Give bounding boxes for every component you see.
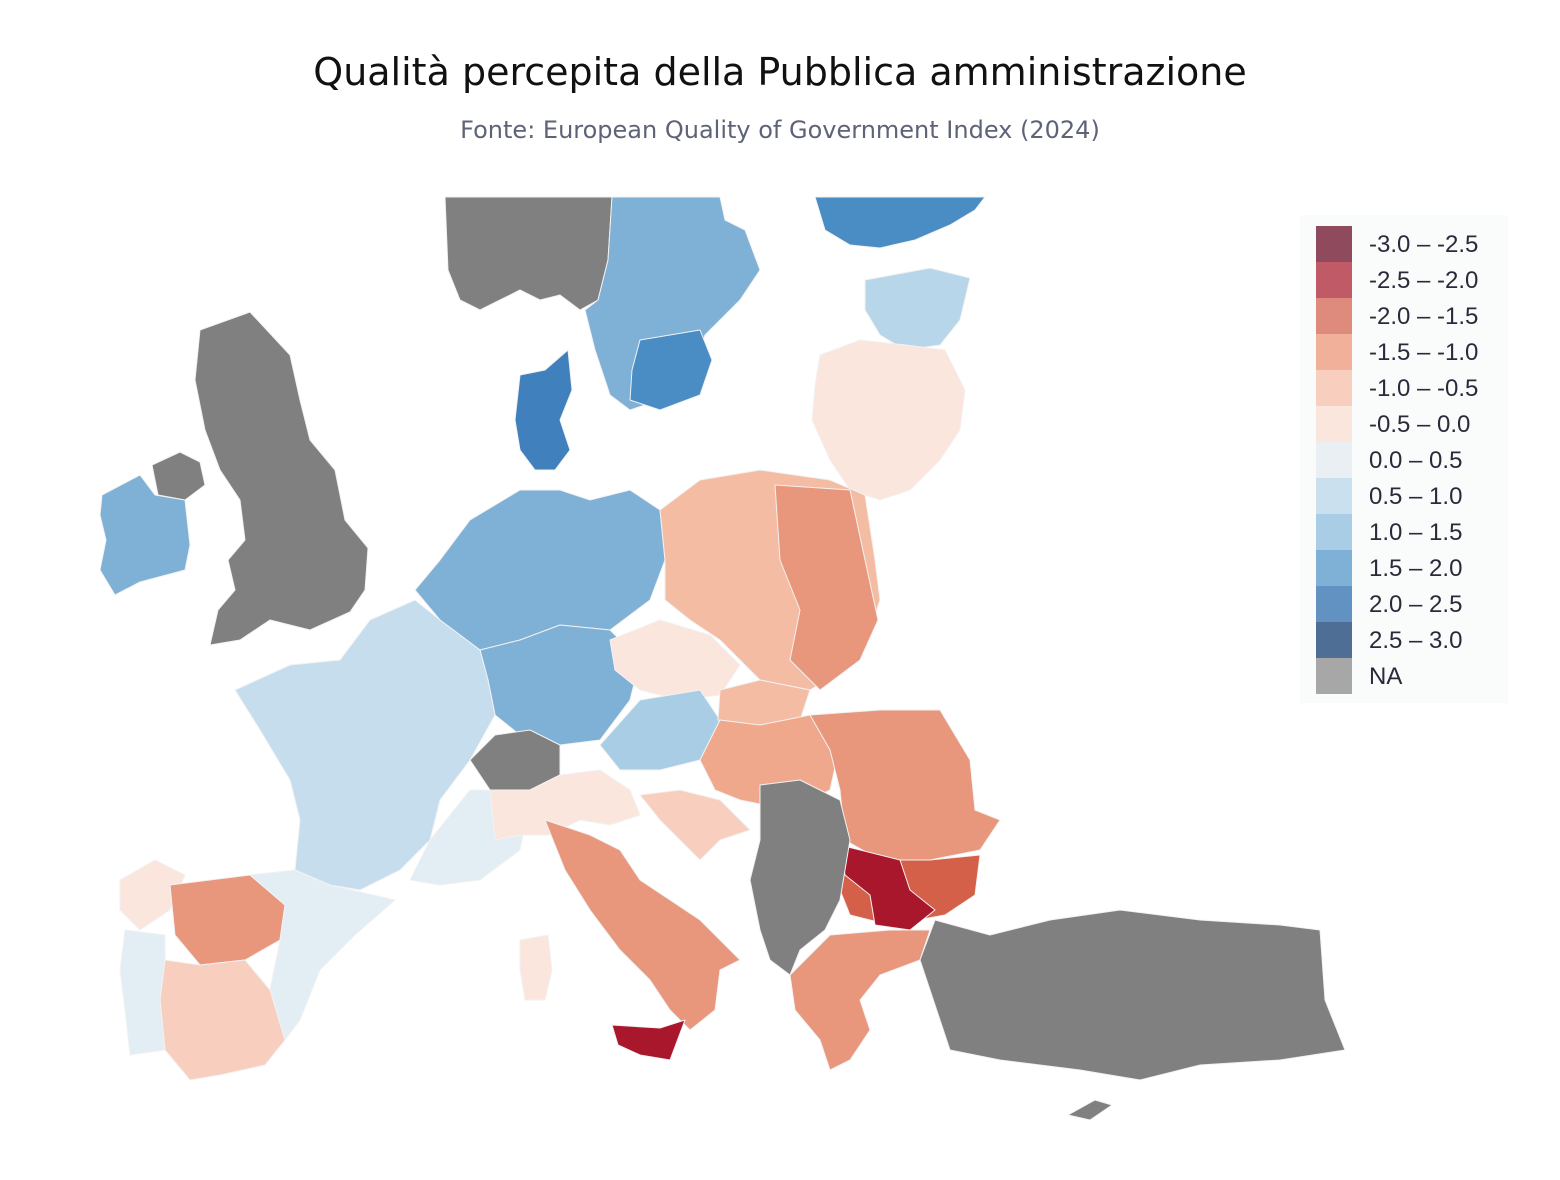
legend-swatch — [1316, 586, 1352, 622]
legend-swatch — [1316, 370, 1352, 406]
legend-label: 2.0 – 2.5 — [1369, 591, 1463, 618]
region-denmark[interactable] — [514, 349, 573, 471]
region-russia-west[interactable] — [811, 339, 966, 501]
legend-item: -2.0 – -1.5 — [1316, 298, 1506, 334]
legend-swatch — [1316, 622, 1352, 658]
region-croatia[interactable] — [639, 789, 751, 861]
region-spain-south[interactable] — [159, 959, 286, 1081]
legend-label: 0.5 – 1.0 — [1369, 483, 1463, 510]
region-france[interactable] — [234, 599, 496, 891]
legend-item: -2.5 – -2.0 — [1316, 262, 1506, 298]
region-spain-northwest[interactable] — [119, 859, 186, 931]
legend-label: -1.0 – -0.5 — [1369, 375, 1479, 402]
legend-label: NA — [1369, 663, 1403, 690]
region-greece[interactable] — [789, 929, 931, 1071]
legend-item: NA — [1316, 658, 1506, 694]
legend-swatch — [1316, 334, 1352, 370]
legend-item: -1.0 – -0.5 — [1316, 370, 1506, 406]
region-ireland[interactable] — [99, 474, 191, 596]
region-northern-ireland[interactable] — [151, 451, 206, 501]
legend-item: -1.5 – -1.0 — [1316, 334, 1506, 370]
legend-swatch — [1316, 262, 1352, 298]
region-turkey[interactable] — [919, 909, 1346, 1081]
page-title: Qualità percepita della Pubblica amminis… — [313, 50, 1247, 94]
region-finland[interactable] — [814, 196, 986, 249]
legend-label: 1.0 – 1.5 — [1369, 519, 1463, 546]
legend-swatch — [1316, 658, 1352, 694]
legend-swatch — [1316, 442, 1352, 478]
legend-item: 1.0 – 1.5 — [1316, 514, 1506, 550]
region-norway[interactable] — [444, 196, 613, 311]
region-romania[interactable] — [809, 709, 1001, 861]
region-finland-south[interactable] — [864, 267, 971, 351]
legend-item: 1.5 – 2.0 — [1316, 550, 1506, 586]
legend-label: -0.5 – 0.0 — [1369, 411, 1471, 438]
legend-label: -1.5 – -1.0 — [1369, 339, 1479, 366]
region-western-balkans[interactable] — [749, 779, 851, 976]
legend-swatch — [1316, 298, 1352, 334]
legend-label: -2.0 – -1.5 — [1369, 303, 1479, 330]
legend-item: 0.0 – 0.5 — [1316, 442, 1506, 478]
legend-item: -3.0 – -2.5 — [1316, 226, 1506, 262]
page-subtitle: Fonte: European Quality of Government In… — [460, 116, 1100, 144]
legend-label: 1.5 – 2.0 — [1369, 555, 1463, 582]
region-spain-east[interactable] — [249, 869, 396, 1041]
region-portugal[interactable] — [119, 929, 166, 1056]
legend-label: -3.0 – -2.5 — [1369, 231, 1479, 258]
legend-item: -0.5 – 0.0 — [1316, 406, 1506, 442]
map-legend: -3.0 – -2.5 -2.5 – -2.0 -2.0 – -1.5 -1.5… — [1300, 215, 1508, 703]
region-poland-east[interactable] — [774, 484, 879, 691]
legend-swatch — [1316, 514, 1352, 550]
legend-label: 2.5 – 3.0 — [1369, 627, 1463, 654]
region-sardinia[interactable] — [519, 934, 553, 1001]
legend-swatch — [1316, 226, 1352, 262]
legend-swatch — [1316, 550, 1352, 586]
legend-label: 0.0 – 0.5 — [1369, 447, 1463, 474]
region-italy-north[interactable] — [489, 769, 641, 841]
region-cyprus[interactable] — [1067, 1099, 1113, 1121]
region-italy-south[interactable] — [544, 819, 741, 1031]
region-sweden-south[interactable] — [629, 329, 713, 411]
region-germany-north[interactable] — [414, 489, 666, 651]
legend-swatch — [1316, 478, 1352, 514]
region-sicily[interactable] — [611, 1019, 686, 1061]
legend-swatch — [1316, 406, 1352, 442]
legend-item: 0.5 – 1.0 — [1316, 478, 1506, 514]
legend-label: -2.5 – -2.0 — [1369, 267, 1479, 294]
legend-item: 2.0 – 2.5 — [1316, 586, 1506, 622]
region-united-kingdom[interactable] — [194, 311, 369, 646]
legend-item: 2.5 – 3.0 — [1316, 622, 1506, 658]
region-switzerland[interactable] — [469, 729, 561, 791]
